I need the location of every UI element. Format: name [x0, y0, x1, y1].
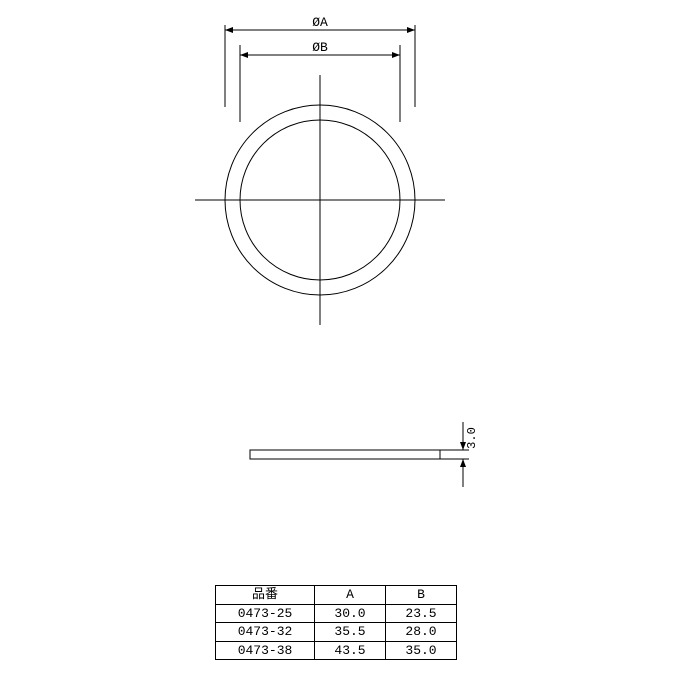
table-cell: 30.0 — [315, 604, 386, 623]
table-header: A — [315, 586, 386, 605]
table-cell: 35.5 — [315, 623, 386, 642]
table-cell: 0473-32 — [216, 623, 315, 642]
dim-label-B: ØB — [312, 40, 328, 55]
table-cell: 0473-38 — [216, 641, 315, 660]
table-row: 0473-3843.535.0 — [216, 641, 457, 660]
table-cell: 23.5 — [386, 604, 457, 623]
table-row: 0473-3235.528.0 — [216, 623, 457, 642]
table-cell: 35.0 — [386, 641, 457, 660]
dimension-table: 品番AB 0473-2530.023.50473-3235.528.00473-… — [215, 585, 457, 660]
table-header: 品番 — [216, 586, 315, 605]
dim-label-A: ØA — [312, 15, 328, 30]
table-header: B — [386, 586, 457, 605]
table-row: 0473-2530.023.5 — [216, 604, 457, 623]
dim-label-thickness: 3.0 — [465, 427, 479, 449]
table-cell: 43.5 — [315, 641, 386, 660]
table-cell: 28.0 — [386, 623, 457, 642]
table-cell: 0473-25 — [216, 604, 315, 623]
